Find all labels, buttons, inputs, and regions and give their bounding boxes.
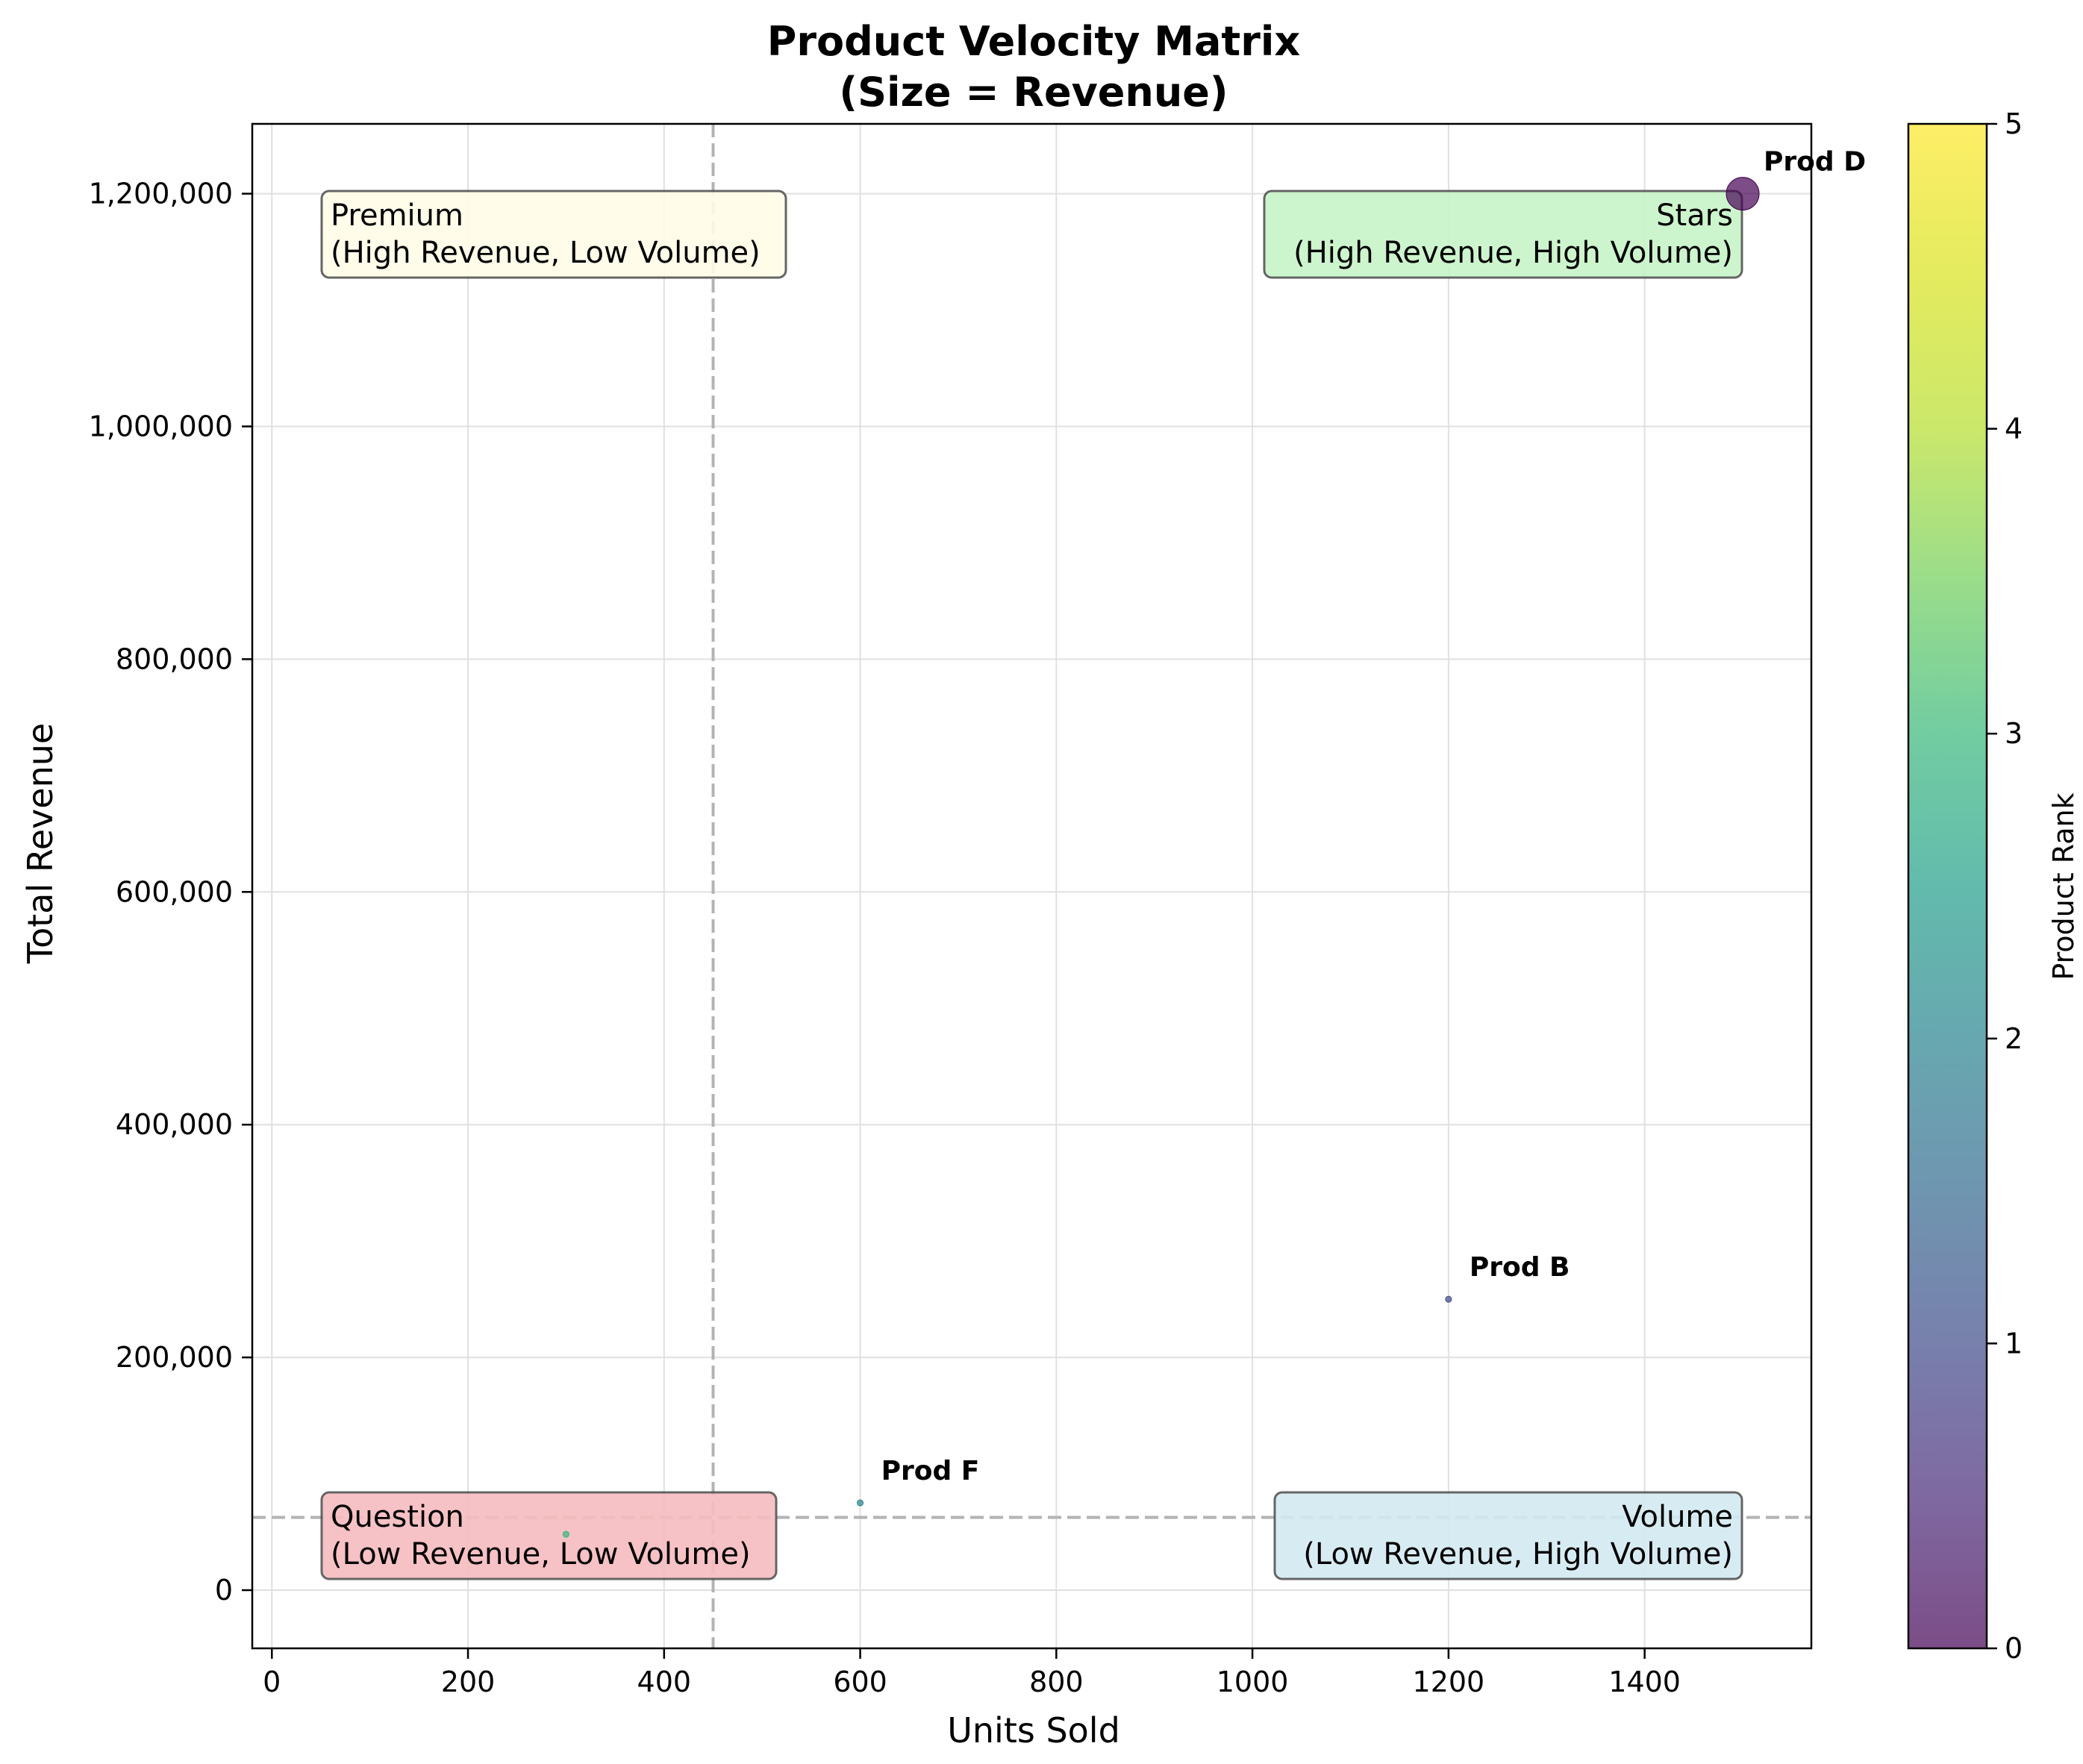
colorbar-tick-label: 4 <box>2005 413 2023 445</box>
x-axis-label: Units Sold <box>947 1710 1120 1751</box>
chart-title: Product Velocity Matrix <box>767 18 1301 65</box>
plot-frame <box>251 122 1813 1650</box>
colorbar-tick-label: 2 <box>2005 1022 2023 1055</box>
x-tick-label: 1400 <box>1608 1666 1681 1698</box>
quadrant-title-volume: Volume <box>1622 1500 1733 1534</box>
quadrant-box-question <box>320 1491 778 1580</box>
quadrant-title-premium: Premium <box>331 198 463 233</box>
quadrant-box-stars <box>1263 190 1743 279</box>
x-tick-label: 600 <box>833 1666 887 1698</box>
colorbar-tick-label: 3 <box>2005 717 2023 750</box>
quadrant-title-stars: Stars <box>1656 198 1733 233</box>
data-point <box>562 1530 569 1538</box>
y-tick-label: 200,000 <box>116 1341 233 1374</box>
y-tick-label: 0 <box>215 1574 233 1607</box>
point-label: Prod B <box>1470 1252 1570 1283</box>
axes: 0 200 400 600 800 1000 1200 1400 0 200,000 400,000… <box>89 122 1813 1698</box>
y-axis-label: Total Revenue <box>20 723 60 964</box>
chart-subtitle: (Size = Revenue) <box>839 69 1228 116</box>
quadrant-desc-question: (Low Revenue, Low Volume) <box>331 1537 751 1571</box>
colorbar: 0 1 2 3 4 5 <box>1907 107 2023 1665</box>
colorbar-tick-label: 5 <box>2005 107 2023 140</box>
x-tick-label: 0 <box>263 1666 281 1698</box>
quadrant-box-volume <box>1273 1491 1743 1580</box>
y-tick-label: 400,000 <box>116 1108 233 1141</box>
data-point <box>1726 177 1760 211</box>
quadrant-desc-premium: (High Revenue, Low Volume) <box>331 236 761 270</box>
colorbar-gradient <box>1908 124 1987 1648</box>
quadrant-box-premium <box>320 190 787 279</box>
quadrant-title-question: Question <box>331 1500 464 1534</box>
quadrant-desc-stars: (High Revenue, High Volume) <box>1293 236 1733 270</box>
reference-lines <box>252 124 1811 1648</box>
y-tick-label: 600,000 <box>116 875 233 908</box>
x-tick-label: 800 <box>1029 1666 1084 1698</box>
quadrant-labels: Premium(High Revenue, Low Volume) Stars(H… <box>320 190 1743 1580</box>
y-tick-label: 1,200,000 <box>89 178 233 210</box>
colorbar-tick-label: 0 <box>2005 1632 2023 1665</box>
colorbar-frame <box>1907 122 1988 1650</box>
grid <box>252 124 1811 1648</box>
point-label: Prod F <box>881 1456 980 1486</box>
y-tick-label: 800,000 <box>116 642 233 675</box>
point-label: Prod D <box>1764 147 1866 178</box>
data-point <box>857 1499 864 1507</box>
data-point <box>1445 1295 1452 1303</box>
x-tick-label: 200 <box>441 1666 496 1698</box>
x-tick-label: 1000 <box>1217 1666 1289 1698</box>
colorbar-label: Product Rank <box>2047 792 2080 980</box>
data-points: Prod D Prod B Prod F <box>562 147 1866 1538</box>
x-tick-label: 400 <box>637 1666 692 1698</box>
y-tick-label: 1,000,000 <box>89 410 233 442</box>
quadrant-desc-volume: (Low Revenue, High Volume) <box>1303 1537 1733 1571</box>
x-tick-label: 1200 <box>1413 1666 1485 1698</box>
colorbar-tick-label: 1 <box>2005 1327 2023 1360</box>
